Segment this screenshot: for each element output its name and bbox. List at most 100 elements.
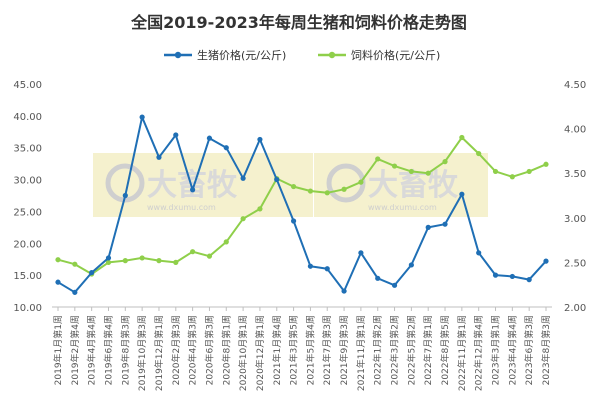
x-tick-label: 2020年6月第3周 — [203, 315, 215, 385]
data-point — [173, 259, 179, 265]
y-right-tick-label: 4.50 — [564, 80, 586, 91]
x-tick-label: 2022年1月第2周 — [372, 315, 384, 385]
x-tick-label: 2023年6月第3周 — [523, 315, 535, 385]
data-point — [274, 176, 280, 183]
x-tick-label: 2019年8月第3周 — [119, 315, 131, 385]
data-point — [89, 269, 95, 276]
legend-label: 生猪价格(元/公斤) — [197, 48, 286, 62]
watermark-url: www.dxumu.com — [147, 203, 216, 212]
x-tick-label: 2020年4月第3周 — [187, 315, 199, 385]
x-tick-label: 2021年7月第3周 — [321, 315, 333, 385]
data-point — [492, 168, 499, 175]
data-point — [543, 161, 549, 167]
x-tick-label: 2023年8月第3周 — [540, 315, 552, 385]
x-tick-label: 2021年5月第4周 — [304, 315, 316, 385]
x-tick-label: 2021年9月第3周 — [338, 315, 350, 385]
data-point — [156, 258, 162, 264]
series-2 — [55, 134, 549, 277]
x-tick-label: 2020年8月第1周 — [220, 315, 232, 385]
y-left-tick-label: 25.00 — [13, 207, 42, 218]
x-tick-label: 2019年10月第3周 — [136, 315, 148, 391]
y-right-tick-label: 3.00 — [564, 214, 586, 225]
data-point — [358, 250, 364, 256]
data-point — [223, 239, 229, 245]
series-layer — [55, 114, 549, 295]
x-tick-label: 2022年7月第1周 — [422, 315, 434, 385]
x-tick-label: 2021年1月第4周 — [271, 315, 283, 385]
data-point — [341, 186, 347, 192]
data-point — [307, 188, 314, 194]
data-point — [72, 289, 78, 295]
data-point — [408, 168, 414, 175]
data-point — [509, 174, 515, 180]
data-point — [375, 156, 381, 162]
watermark-brand: 大畜牧 — [147, 168, 238, 203]
data-point — [122, 192, 128, 199]
data-point — [425, 224, 431, 230]
x-tick-label: 2022年3月第2周 — [389, 315, 401, 385]
data-point — [391, 282, 398, 288]
data-point — [375, 275, 381, 281]
data-point — [290, 183, 297, 190]
y-left-tick-label: 45.00 — [13, 80, 42, 91]
data-point — [190, 249, 196, 255]
y-left-tick-label: 15.00 — [13, 271, 42, 282]
data-point — [408, 262, 414, 268]
data-point — [290, 218, 297, 224]
data-point — [492, 272, 499, 278]
legend-label: 饲料价格(元/公斤) — [351, 48, 440, 62]
series-1 — [55, 114, 549, 295]
y-left-tick-label: 35.00 — [13, 144, 42, 155]
data-point — [105, 255, 112, 261]
y-left-tick-label: 40.00 — [13, 112, 42, 123]
data-point — [223, 145, 229, 151]
y-right-tick-label: 2.00 — [564, 303, 586, 314]
data-point — [341, 288, 347, 294]
data-point — [459, 134, 465, 141]
data-point — [240, 216, 246, 222]
series-line — [57, 136, 547, 275]
x-tick-label: 2019年6月第4周 — [102, 315, 114, 385]
data-point — [72, 261, 78, 267]
x-tick-label: 2023年4月第4周 — [506, 315, 518, 385]
x-tick-label: 2020年2月第3周 — [170, 315, 182, 385]
x-tick-label: 2022年12月第4周 — [473, 315, 485, 391]
data-point — [105, 259, 112, 265]
data-point — [476, 150, 482, 157]
legend-marker — [174, 51, 182, 59]
data-point — [459, 191, 465, 197]
x-tick-label: 2022年11月第1周 — [456, 315, 468, 391]
x-axis-ticks: 2019年1月第1周 2019年2月第4周 2019年4月第4周 2019年6月第4周… — [52, 307, 552, 391]
data-point — [173, 132, 179, 138]
legend-marker — [328, 51, 336, 59]
data-point — [476, 250, 482, 256]
y-axis-left-ticks: 10.00 15.00 20.00 25.00 30.00 35.00 40.00 45.00 — [13, 80, 42, 314]
data-point — [324, 190, 330, 196]
data-point — [526, 277, 532, 283]
data-point — [139, 114, 145, 120]
data-point — [206, 135, 213, 141]
data-point — [307, 263, 314, 269]
y-left-tick-label: 10.00 — [13, 303, 42, 314]
x-tick-label: 2019年1月第1周 — [52, 315, 64, 385]
x-tick-label: 2022年5月第2周 — [405, 315, 417, 385]
legend-item-2: 饲料价格(元/公斤) — [318, 48, 440, 62]
chart-axes: 10.00 15.00 20.00 25.00 30.00 35.00 40.00 45.00… — [13, 80, 586, 391]
watermark-background — [314, 153, 488, 217]
data-point — [257, 206, 263, 212]
data-point — [206, 253, 213, 259]
data-point — [509, 273, 515, 280]
y-left-tick-label: 20.00 — [13, 239, 42, 250]
x-tick-label: 2021年3月第5周 — [288, 315, 300, 385]
x-tick-label: 2021年11月第1周 — [355, 315, 367, 391]
x-tick-label: 2020年12月第1周 — [254, 315, 266, 391]
data-point — [526, 168, 532, 175]
x-tick-label: 2019年12月第1周 — [153, 315, 165, 391]
data-point — [257, 136, 263, 143]
data-point — [122, 258, 128, 264]
data-point — [391, 163, 398, 169]
